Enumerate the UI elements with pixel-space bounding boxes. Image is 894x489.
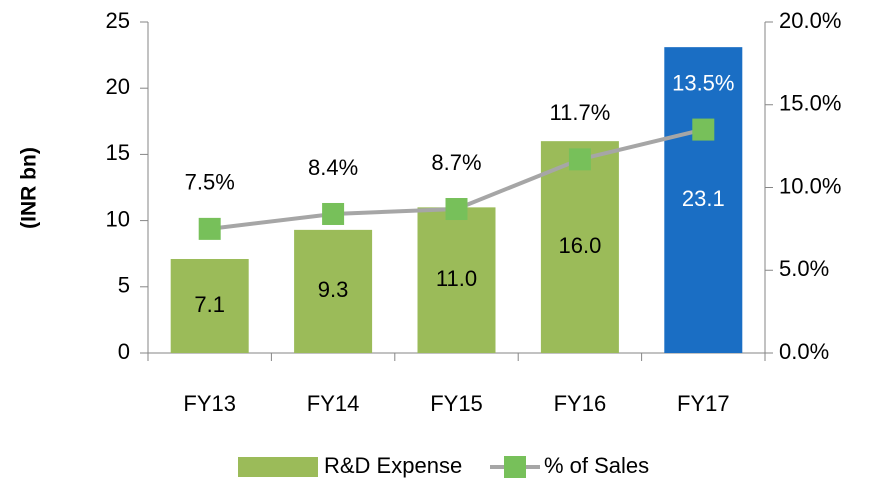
line-label: 13.5% <box>672 70 734 95</box>
bar-label: 23.1 <box>682 186 725 211</box>
marker <box>322 202 345 225</box>
x-tick-label: FY17 <box>677 391 730 416</box>
line-label: 7.5% <box>185 170 235 195</box>
y2-tick-label: 10.0% <box>779 173 841 198</box>
y-tick-label: 5 <box>118 273 130 298</box>
y-tick-label: 0 <box>118 339 130 364</box>
bar-label: 11.0 <box>436 266 477 291</box>
x-tick-label: FY13 <box>183 391 236 416</box>
marker <box>692 118 715 141</box>
y-tick-label: 20 <box>106 74 130 99</box>
marker <box>198 217 221 240</box>
y2-tick-label: 5.0% <box>779 256 829 281</box>
x-tick-label: FY14 <box>307 391 360 416</box>
x-tick-label: FY16 <box>554 391 607 416</box>
bar <box>417 207 496 353</box>
y-tick-label: 10 <box>106 206 130 231</box>
line-label: 8.7% <box>431 150 481 175</box>
x-tick-label: FY15 <box>430 391 483 416</box>
marker <box>445 198 468 221</box>
bar <box>540 141 619 353</box>
legend-swatch <box>504 456 526 478</box>
y-tick-label: 15 <box>106 140 130 165</box>
y-tick-label: 25 <box>106 8 130 33</box>
line-label: 11.7% <box>550 100 611 125</box>
bar-label: 16.0 <box>558 233 601 258</box>
legend-label: R&D Expense <box>324 453 462 478</box>
bar <box>664 47 743 353</box>
bar-label: 9.3 <box>318 277 349 302</box>
marker <box>568 148 591 171</box>
y2-tick-label: 20.0% <box>779 8 841 33</box>
y2-tick-label: 15.0% <box>779 91 841 116</box>
legend-label: % of Sales <box>544 453 649 478</box>
line-label: 8.4% <box>308 155 358 180</box>
y-axis-label: (INR bn) <box>18 147 41 229</box>
bar <box>294 229 373 353</box>
bar-label: 7.1 <box>194 292 225 317</box>
y2-tick-label: 0.0% <box>779 339 829 364</box>
bar <box>170 258 249 353</box>
legend-swatch <box>238 457 318 477</box>
